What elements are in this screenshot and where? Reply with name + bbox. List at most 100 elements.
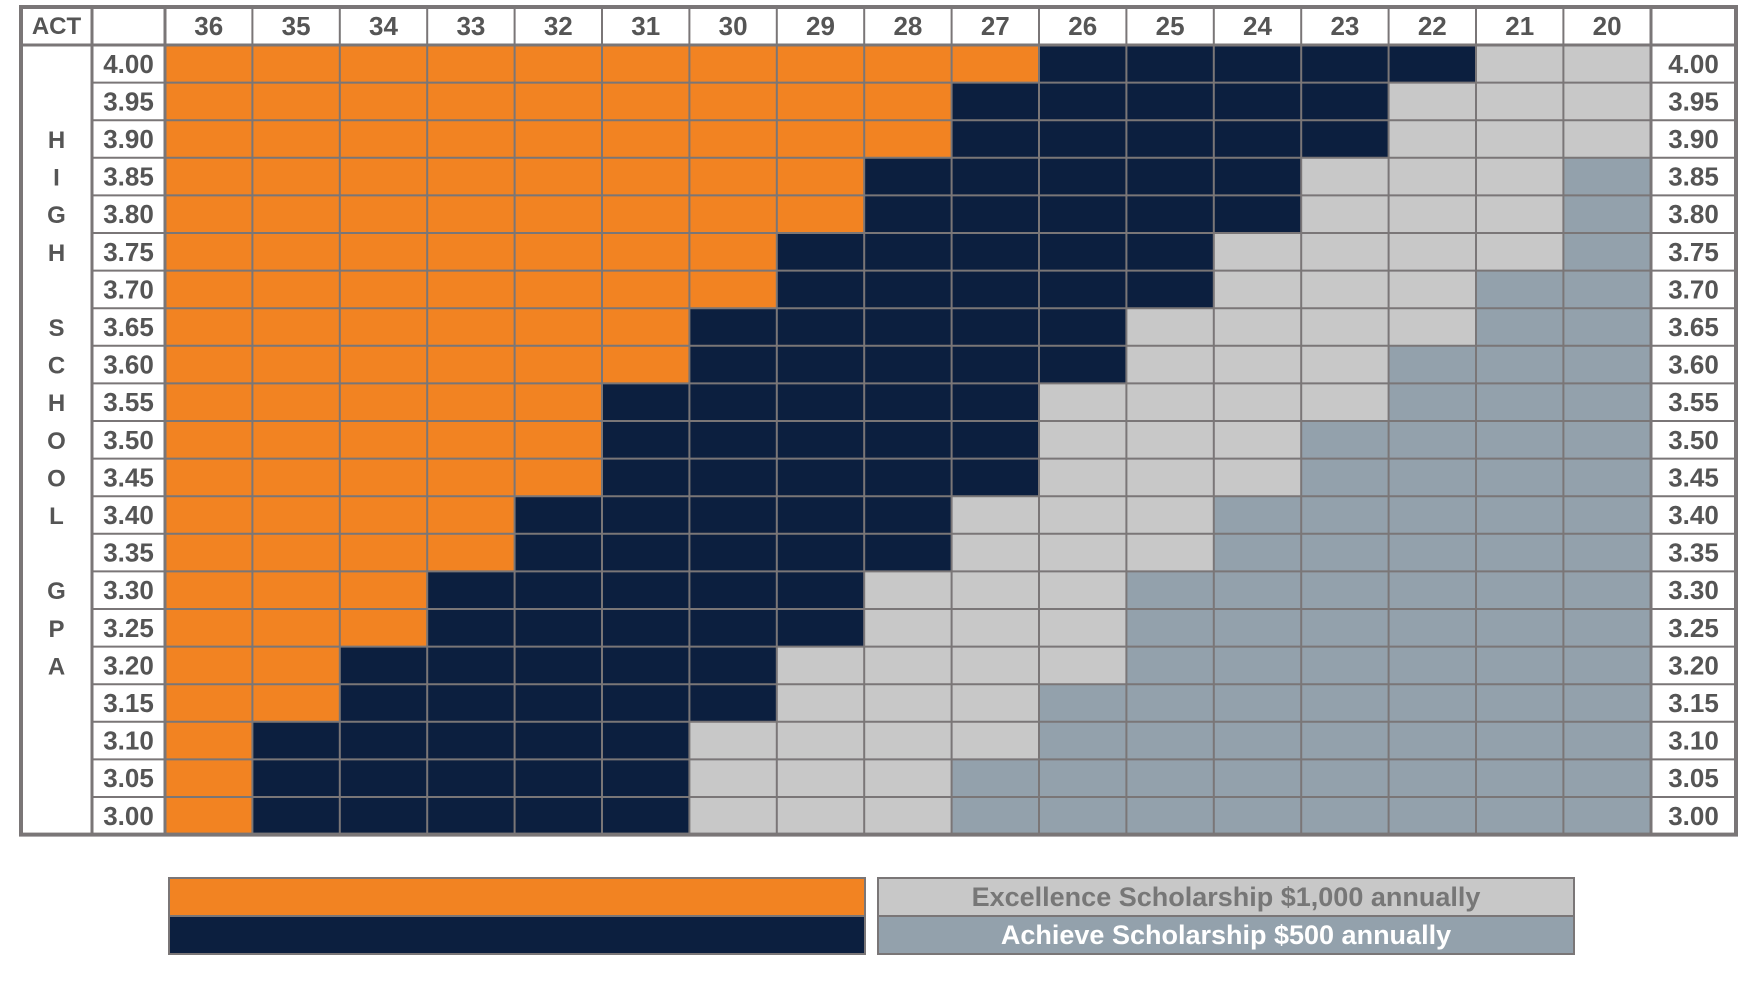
cell-3.35-35 [252,533,340,572]
cell-3.00-31 [602,797,690,835]
cell-3.50-32 [514,421,602,459]
cell-3.35-31 [602,533,690,572]
gpa-label-right: 3.65 [1668,312,1719,342]
cell-3.90-36 [165,120,253,158]
cell-3.35-32 [514,533,602,572]
cell-3.10-20 [1563,721,1651,760]
cell-3.30-34 [339,571,428,609]
cell-3.60-20 [1563,345,1651,384]
gpa-label-left: 3.25 [103,613,154,643]
cell-3.25-32 [514,609,602,647]
cell-3.90-20 [1563,120,1651,158]
cell-3.20-27 [951,646,1039,685]
legend-label-L: Excellence Scholarship $1,000 annually [972,882,1481,912]
cell-3.80-26 [1039,195,1127,233]
cell-3.90-25 [1126,120,1214,158]
cell-3.40-22 [1388,496,1476,534]
cell-3.45-26 [1039,458,1127,497]
cell-3.50-34 [339,421,428,459]
cell-3.85-34 [339,157,428,196]
cell-4.00-25 [1126,45,1214,83]
cell-3.80-27 [951,195,1039,233]
cell-3.55-24 [1213,383,1302,421]
cell-3.45-32 [514,458,602,497]
cell-3.90-22 [1388,120,1476,158]
cell-3.55-36 [165,383,253,421]
act-label: 28 [893,11,922,41]
cell-3.95-22 [1388,82,1476,121]
cell-3.00-24 [1213,797,1302,835]
cell-3.05-20 [1563,759,1651,797]
cell-3.20-36 [165,646,253,685]
cell-3.95-20 [1563,82,1651,121]
cell-3.65-34 [339,308,428,346]
act-label: 25 [1156,11,1185,41]
cell-3.95-21 [1476,82,1564,121]
cell-3.30-22 [1388,571,1476,609]
cells-layer [21,7,1736,837]
cell-3.65-32 [514,308,602,346]
cell-3.45-22 [1388,458,1476,497]
cell-3.20-33 [427,646,515,685]
cell-3.10-35 [252,721,340,760]
act-label: 20 [1593,11,1622,41]
cell-3.65-35 [252,308,340,346]
cell-3.10-27 [951,721,1039,760]
cell-3.75-27 [951,233,1039,271]
cell-3.20-20 [1563,646,1651,685]
cell-3.70-36 [165,270,253,309]
cell-3.15-24 [1213,684,1302,722]
cell-3.70-30 [689,270,777,309]
legend-swatch-L [877,877,1575,917]
cell-3.10-24 [1213,721,1302,760]
cell-3.95-25 [1126,82,1214,121]
cell-3.10-22 [1388,721,1476,760]
cell-3.90-31 [602,120,690,158]
side-letter: A [48,653,65,680]
cell-3.30-24 [1213,571,1302,609]
cell-3.40-26 [1039,496,1127,534]
cell-3.20-23 [1301,646,1389,685]
gpa-label-left: 3.35 [103,538,154,568]
cell-3.65-20 [1563,308,1651,346]
cell-3.75-22 [1388,233,1476,271]
cell-3.10-32 [514,721,602,760]
cell-3.40-35 [252,496,340,534]
cell-4.00-24 [1213,45,1302,83]
cell-3.85-24 [1213,157,1302,196]
gpa-label-left: 3.95 [103,86,154,116]
cell-3.40-29 [776,496,865,534]
cell-3.15-29 [776,684,865,722]
cell-3.75-28 [864,233,952,271]
cell-3.30-32 [514,571,602,609]
gpa-label-right: 3.30 [1668,575,1719,605]
cell-3.40-24 [1213,496,1302,534]
cell-3.30-28 [864,571,952,609]
cell-3.75-25 [1126,233,1214,271]
cell-3.15-32 [514,684,602,722]
gpa-label-right: 3.60 [1668,350,1719,380]
cell-3.60-21 [1476,345,1564,384]
cell-3.25-33 [427,609,515,647]
cell-3.95-23 [1301,82,1389,121]
cell-3.10-34 [339,721,428,760]
cell-3.20-35 [252,646,340,685]
cell-3.95-30 [689,82,777,121]
act-label: 22 [1418,11,1447,41]
cell-3.65-21 [1476,308,1564,346]
cell-3.25-36 [165,609,253,647]
cell-3.65-30 [689,308,777,346]
cell-3.50-26 [1039,421,1127,459]
cell-3.10-23 [1301,721,1389,760]
cell-3.80-29 [776,195,865,233]
cell-3.35-20 [1563,533,1651,572]
cell-3.05-36 [165,759,253,797]
cell-3.85-25 [1126,157,1214,196]
side-letter: I [53,165,60,192]
cell-3.25-22 [1388,609,1476,647]
cell-3.40-27 [951,496,1039,534]
cell-3.05-22 [1388,759,1476,797]
cell-3.45-34 [339,458,428,497]
cell-3.55-29 [776,383,865,421]
gpa-label-right: 3.10 [1668,726,1719,756]
